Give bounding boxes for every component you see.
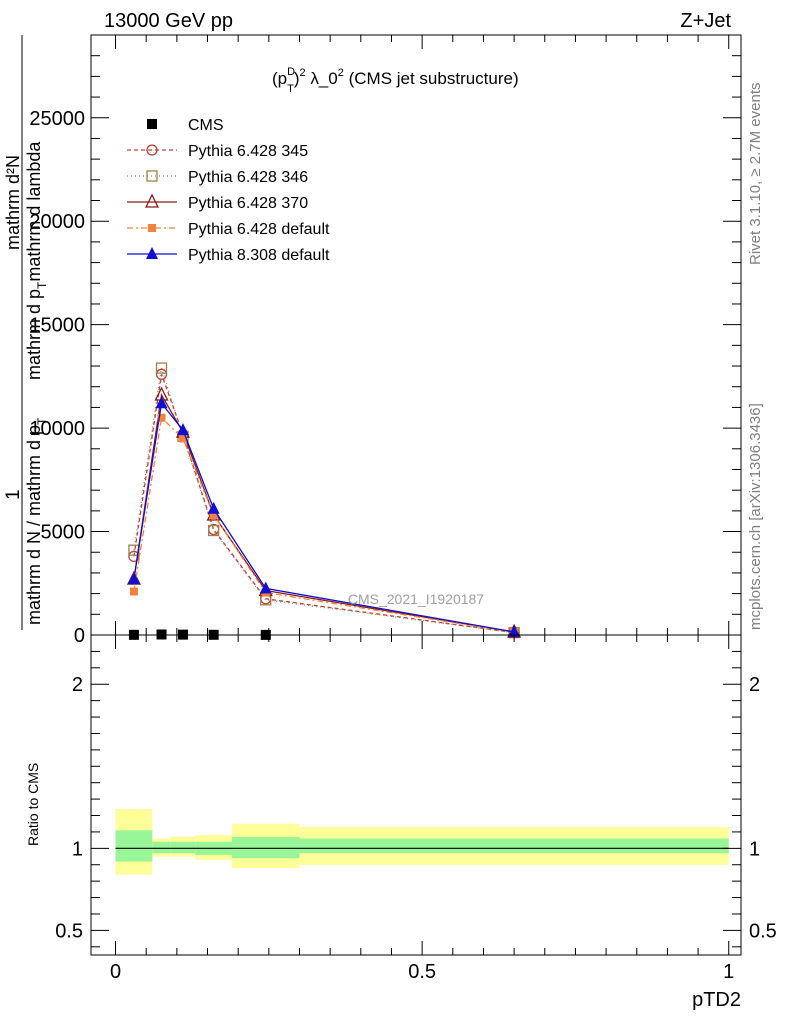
series-line-p370 (133, 393, 515, 633)
ratio-y-axis-label: Ratio to CMS (25, 763, 41, 846)
x-tick-label: 0.5 (408, 961, 436, 983)
title-sub: T (287, 83, 294, 95)
ratio-y-tick-label-right: 2 (749, 674, 760, 696)
data-point-p345 (155, 368, 168, 380)
data-point-p345 (128, 550, 140, 563)
main-plot-axis-ticks: 0 5000 10000 15000 20000 25000 (29, 35, 741, 647)
y-label-top: mathrm d²N (3, 155, 23, 250)
data-point-p6def (157, 413, 166, 422)
y-tick-label: 15000 (29, 315, 85, 337)
data-point-p8def (508, 624, 521, 637)
ratio-band-inner (232, 836, 300, 859)
ratio-band-inner (152, 841, 171, 854)
legend-entry-p346: Pythia 6.428 346 (127, 169, 308, 186)
title-sup: D (287, 66, 295, 78)
y-tick-label: 25000 (29, 108, 85, 130)
mcplots-label: mcplots.cern.ch [arXiv:1306.3436] (747, 403, 764, 630)
legend-label: Pythia 6.428 default (188, 221, 330, 238)
header-energy-label: 13000 GeV pp (104, 10, 233, 32)
analysis-watermark: CMS_2021_I1920187 (348, 591, 484, 607)
data-point-p8def (176, 423, 189, 436)
y-label-bottom: mathrm d pTmathrm d lambda (24, 141, 49, 380)
legend-label: Pythia 6.428 346 (188, 169, 308, 186)
y-label-bottom-sub: T (35, 281, 49, 289)
y-tick-label: 20000 (29, 211, 85, 233)
y-tick-label: 10000 (29, 418, 85, 440)
legend-entry-p8def: Pythia 8.308 default (127, 247, 330, 264)
legend-label: Pythia 8.308 default (188, 247, 330, 264)
y-tick-label: 5000 (41, 522, 86, 544)
legend-entry-p370: Pythia 6.428 370 (127, 193, 308, 212)
series-line-p345 (133, 374, 515, 634)
data-point-p346 (155, 362, 168, 374)
legend-entry-p345: Pythia 6.428 345 (127, 143, 308, 160)
series-line-p6def (133, 416, 515, 633)
main-plot-series (126, 362, 522, 640)
ratio-plot-frame (90, 634, 742, 956)
ratio-y-tick-label: 1 (72, 838, 83, 860)
ratio-band-inner (299, 838, 729, 854)
y-tick-label: 0 (74, 625, 85, 647)
ratio-plot-panel: 0.5 0.5 1 1 2 2 0 0.5 1 Ratio to CMS pTD2 (25, 634, 777, 1011)
plot-title: (pD T)2 λ_02 (CMS jet substructure) (272, 66, 519, 95)
ratio-y-tick-label: 2 (72, 674, 83, 696)
y-label-frac-top: 1 (3, 489, 24, 500)
ratio-y-tick-label-right: 0.5 (749, 920, 777, 942)
legend-marker (146, 247, 158, 259)
legend-marker (146, 170, 158, 182)
legend-marker (148, 224, 156, 232)
ratio-band-inner (115, 830, 153, 862)
title-sup3: 2 (338, 67, 344, 79)
legend-label: Pythia 6.428 345 (188, 143, 308, 160)
data-point-p8def (155, 396, 168, 409)
legend-label: Pythia 6.428 370 (188, 195, 308, 212)
y-label-frac-bottom-sub: T (35, 417, 49, 425)
series-p8def (127, 396, 521, 637)
rivet-version-label: Rivet 3.1.10, ≥ 2.7M events (747, 83, 764, 266)
y-label-frac-bottom: mathrm d N / mathrm d pT (24, 417, 49, 625)
legend-marker (144, 193, 160, 208)
ratio-bands (115, 808, 729, 875)
data-point-p6def (209, 511, 218, 519)
main-y-axis-label: 1 mathrm d N / mathrm d pT mathrm d²N ma… (3, 35, 49, 630)
data-point-p8def (259, 581, 272, 594)
title-sup2: 2 (299, 67, 305, 79)
y-label-frac-bottom-text: mathrm d N / mathrm d p (24, 425, 44, 625)
legend-marker (147, 119, 157, 129)
title-open: (p (272, 69, 287, 88)
header-process-label: Z+Jet (680, 10, 731, 32)
ratio-y-tick-label-right: 1 (749, 838, 760, 860)
ratio-band-inner (170, 841, 196, 854)
title-close: ) (294, 69, 300, 88)
x-tick-label: 1 (723, 961, 734, 983)
x-axis-label: pTD2 (692, 989, 741, 1011)
data-point-p8def (127, 572, 140, 585)
legend-entry-cms: CMS (147, 117, 224, 134)
data-point-p6def (178, 434, 187, 443)
ratio-y-tick-label: 0.5 (55, 920, 83, 942)
legend: CMS Pythia 6.428 345 Pythia 6.428 346 Pythi… (127, 117, 330, 264)
title-lambda: λ_0 (306, 69, 338, 88)
legend-entry-p6def: Pythia 6.428 default (127, 221, 330, 238)
data-point-p8def (207, 501, 220, 514)
x-tick-label: 0 (110, 961, 121, 983)
data-point-p346 (207, 524, 220, 537)
legend-label: CMS (188, 117, 224, 134)
data-point-cms (156, 629, 167, 640)
series-line-p8def (133, 401, 515, 633)
ratio-axis-ticks: 0.5 0.5 1 1 2 2 0 0.5 1 (55, 635, 777, 983)
y-label-bottom-tail: mathrm d lambda (24, 141, 44, 282)
y-label-bottom-text: mathrm d p (24, 289, 44, 380)
legend-marker (146, 144, 158, 156)
title-tail: (CMS jet substructure) (344, 69, 519, 88)
data-point-p6def (129, 587, 138, 596)
